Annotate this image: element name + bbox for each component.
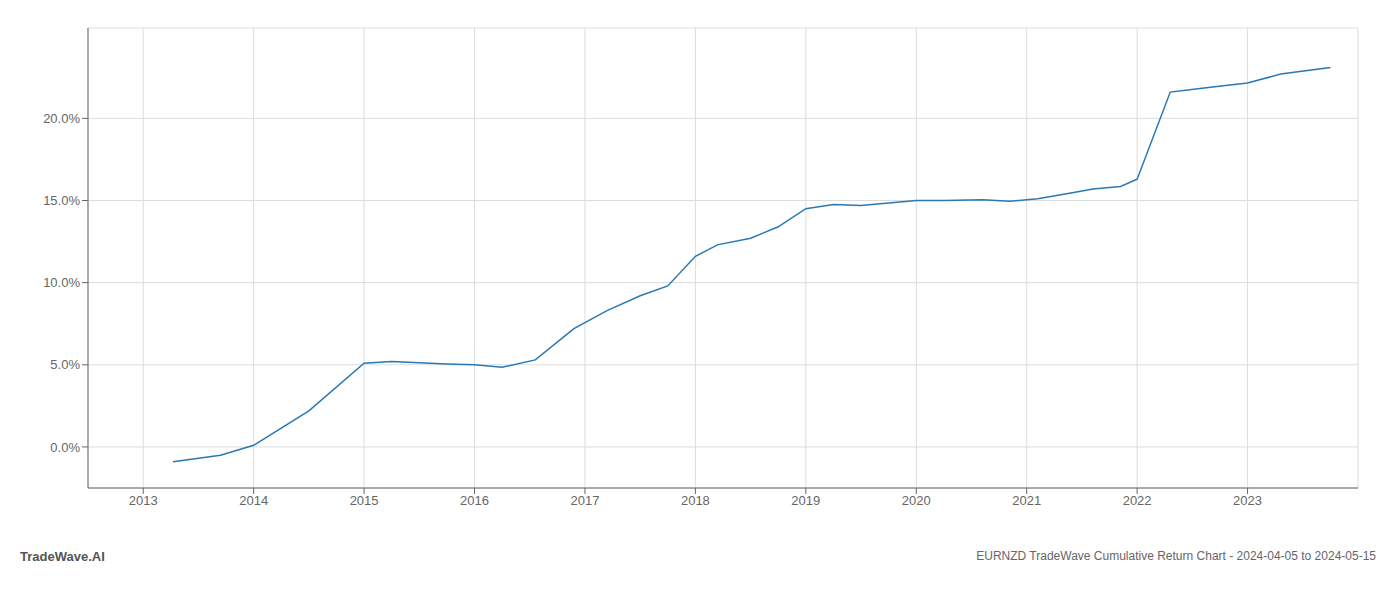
svg-text:0.0%: 0.0% bbox=[50, 440, 80, 455]
svg-text:2014: 2014 bbox=[239, 493, 268, 508]
html-text:TradeWave.AI: TradeWave.AI bbox=[20, 548, 105, 564]
svg-text:20.0%: 20.0% bbox=[43, 111, 80, 126]
svg-text:2023: 2023 bbox=[1233, 493, 1262, 508]
svg-text:2019: 2019 bbox=[791, 493, 820, 508]
svg-text:2013: 2013 bbox=[129, 493, 158, 508]
svg-text:2021: 2021 bbox=[1012, 493, 1041, 508]
svg-text:2017: 2017 bbox=[570, 493, 599, 508]
svg-text:15.0%: 15.0% bbox=[43, 193, 80, 208]
svg-text:2018: 2018 bbox=[681, 493, 710, 508]
svg-text:2016: 2016 bbox=[460, 493, 489, 508]
html-text:EURNZD TradeWave Cumulative Re: EURNZD TradeWave Cumulative Return Chart… bbox=[976, 549, 1376, 563]
svg-text:5.0%: 5.0% bbox=[50, 357, 80, 372]
svg-text:2015: 2015 bbox=[350, 493, 379, 508]
svg-text:10.0%: 10.0% bbox=[43, 275, 80, 290]
svg-text:2020: 2020 bbox=[902, 493, 931, 508]
svg-text:2022: 2022 bbox=[1123, 493, 1152, 508]
